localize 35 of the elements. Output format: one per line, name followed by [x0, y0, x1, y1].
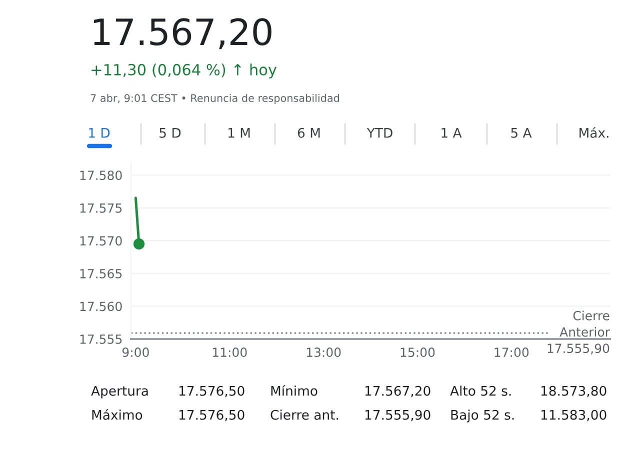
text: 1 D: [89, 128, 110, 138]
text: 18.573,80: [541, 386, 606, 398]
x-tick-label: 15:00: [400, 348, 435, 358]
y-tick-label: 17.560: [80, 302, 122, 312]
text: 17.576,50: [179, 386, 244, 398]
y-tick-label: 17.575: [80, 204, 122, 213]
text: 5 D: [160, 128, 181, 138]
x-tick-label: 11:00: [212, 348, 247, 358]
text: Bajo 52 s.: [451, 410, 514, 422]
text: Alto 52 s.: [450, 386, 511, 396]
text: 1 A: [442, 128, 462, 138]
x-tick-label: 9:00: [122, 348, 149, 358]
text: 5 A: [511, 128, 532, 138]
text: 17.567,20: [94, 18, 272, 50]
y-tick-label: 17.555: [80, 334, 122, 344]
text: Cierre ant.: [270, 410, 338, 420]
y-tick-label: 17.565: [80, 268, 122, 278]
x-tick-label: 17:00: [494, 348, 529, 358]
text: Máximo: [92, 409, 142, 420]
text: 11.583,00: [541, 410, 606, 422]
y-tick-label: 17.570: [80, 236, 122, 246]
text: 17.567,20: [365, 386, 430, 398]
text: 6 M: [298, 128, 320, 138]
text: YTD: [366, 128, 392, 138]
text: 17.576,50: [179, 410, 244, 422]
text: Máx.: [580, 127, 608, 138]
text: Mínimo: [271, 385, 318, 396]
text: 17.555,90: [365, 410, 430, 422]
text: 1 M: [228, 128, 250, 138]
chart-subtitle: +11,30 (0,064 %) ↑ hoy: [92, 64, 277, 78]
x-tick-label: 13:00: [306, 348, 341, 358]
y-tick-label: 17.580: [80, 170, 122, 180]
ref-line-label: Cierre Anterior 17.555,90: [548, 310, 610, 354]
text: 7 abr, 9:01 CEST • Renuncia de responsabilidad: [90, 94, 340, 104]
text: Apertura: [91, 386, 148, 398]
